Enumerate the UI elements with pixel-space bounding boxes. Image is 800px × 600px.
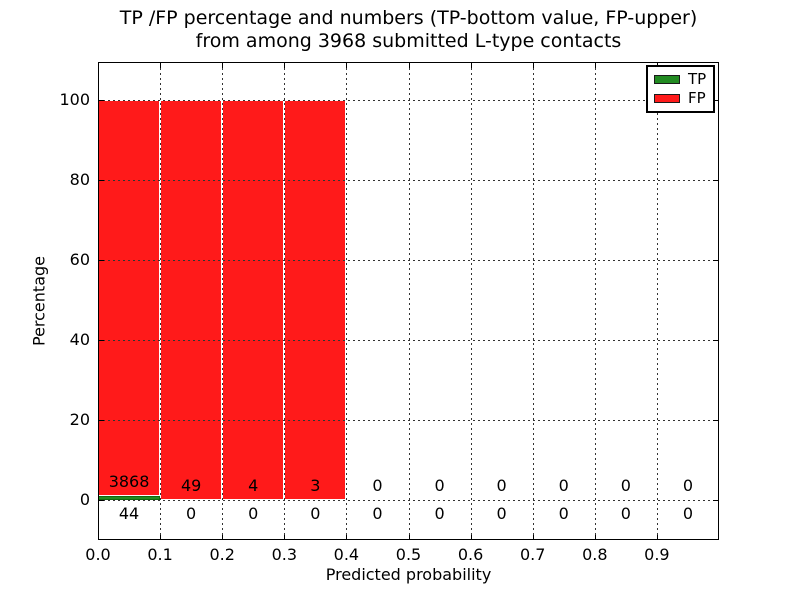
y-tick-label-80: 80 <box>69 170 90 189</box>
bar-fp-2 <box>222 100 285 500</box>
x-tick-bottom-7 <box>532 535 534 540</box>
gridline-v-3 <box>284 62 286 540</box>
y-tick-right-0 <box>713 500 718 501</box>
gridline-v-9 <box>656 62 658 540</box>
gridline-v-4 <box>346 62 348 540</box>
x-tick-bottom-9 <box>656 535 658 540</box>
x-tick-bottom-0 <box>98 535 99 540</box>
y-tick-label-60: 60 <box>69 250 90 269</box>
tp-count-label-1: 0 <box>186 504 197 523</box>
tp-count-label-4: 0 <box>372 504 383 523</box>
x-tick-top-4 <box>346 63 348 68</box>
legend-row-fp: FP <box>654 91 713 106</box>
y-tick-right-60 <box>713 260 718 261</box>
legend: TP FP <box>646 65 715 113</box>
x-tick-label-0.0: 0.0 <box>85 545 111 564</box>
y-tick-label-100: 100 <box>59 90 90 109</box>
legend-swatch-tp-icon <box>654 74 680 84</box>
tp-count-label-0: 44 <box>118 504 140 523</box>
y-tick-left-100 <box>99 100 104 101</box>
legend-row-tp: TP <box>654 69 713 88</box>
tp-count-label-9: 0 <box>682 504 694 523</box>
x-tick-top-0 <box>98 63 99 68</box>
fp-count-label-0: 3868 <box>108 471 150 491</box>
x-tick-label-0.1: 0.1 <box>147 545 173 564</box>
x-tick-top-7 <box>532 63 534 68</box>
x-tick-label-0.9: 0.9 <box>644 545 670 564</box>
bar-fp-0 <box>98 100 161 496</box>
x-tick-top-2 <box>222 63 224 68</box>
x-tick-label-0.5: 0.5 <box>395 545 422 564</box>
legend-label-tp: TP <box>688 69 707 88</box>
y-tick-right-40 <box>713 340 718 341</box>
x-tick-bottom-6 <box>470 535 472 540</box>
x-tick-top-6 <box>470 63 472 68</box>
tp-count-label-7: 0 <box>558 504 569 523</box>
y-tick-label-40: 40 <box>69 330 90 349</box>
x-tick-bottom-5 <box>408 535 410 540</box>
fp-count-label-1: 49 <box>180 476 202 495</box>
y-tick-right-20 <box>713 420 718 421</box>
chart-title-line1: TP /FP percentage and numbers (TP-bottom… <box>119 7 698 29</box>
y-tick-left-60 <box>99 260 104 261</box>
tp-count-label-2: 0 <box>248 504 259 523</box>
fp-count-label-6: 0 <box>496 476 507 495</box>
x-axis-label: Predicted probability <box>325 565 492 584</box>
fp-count-label-3: 3 <box>310 476 321 495</box>
x-tick-bottom-1 <box>160 535 162 540</box>
x-tick-top-5 <box>408 63 410 68</box>
x-tick-label-0.3: 0.3 <box>271 545 298 564</box>
x-tick-label-0.6: 0.6 <box>457 545 484 564</box>
x-tick-bottom-3 <box>284 535 286 540</box>
bar-fp-3 <box>284 100 347 500</box>
x-tick-bottom-2 <box>222 535 224 540</box>
chart-title-line2: from among 3968 submitted L-type contact… <box>195 30 622 52</box>
gridline-v-5 <box>408 62 410 540</box>
y-tick-left-40 <box>99 340 104 341</box>
legend-label-fp: FP <box>688 89 706 108</box>
x-tick-top-8 <box>594 63 596 68</box>
fp-count-label-2: 4 <box>248 476 259 495</box>
legend-swatch-fp-icon <box>654 94 680 104</box>
tp-count-label-5: 0 <box>434 504 445 523</box>
x-tick-top-1 <box>160 63 162 68</box>
y-tick-left-20 <box>99 420 104 421</box>
x-tick-label-0.2: 0.2 <box>209 545 235 564</box>
x-tick-bottom-4 <box>346 535 348 540</box>
fp-count-label-9: 0 <box>682 476 694 495</box>
x-tick-label-0.7: 0.7 <box>519 545 546 564</box>
tp-count-label-8: 0 <box>620 504 631 523</box>
fp-count-label-7: 0 <box>558 476 569 495</box>
fp-count-label-5: 0 <box>434 476 445 495</box>
x-tick-label-0.8: 0.8 <box>582 545 608 564</box>
x-tick-top-3 <box>284 63 286 68</box>
y-tick-label-20: 20 <box>69 410 90 429</box>
gridline-v-1 <box>160 62 162 540</box>
x-tick-bottom-8 <box>594 535 596 540</box>
gridline-v-2 <box>222 62 224 540</box>
x-tick-label-0.4: 0.4 <box>333 545 360 564</box>
bar-fp-1 <box>160 100 223 500</box>
gridline-v-7 <box>532 62 534 540</box>
tp-count-label-3: 0 <box>310 504 321 523</box>
y-tick-label-0: 0 <box>79 490 90 509</box>
gridline-v-8 <box>594 62 596 540</box>
y-tick-left-0 <box>99 500 104 501</box>
fp-count-label-8: 0 <box>620 476 631 495</box>
gridline-v-6 <box>470 62 472 540</box>
y-tick-right-80 <box>713 180 718 181</box>
y-tick-right-100 <box>713 100 718 101</box>
fp-count-label-4: 0 <box>372 476 383 495</box>
tp-count-label-6: 0 <box>496 504 507 523</box>
y-tick-left-80 <box>99 180 104 181</box>
chart-title: TP /FP percentage and numbers (TP-bottom… <box>98 7 719 53</box>
